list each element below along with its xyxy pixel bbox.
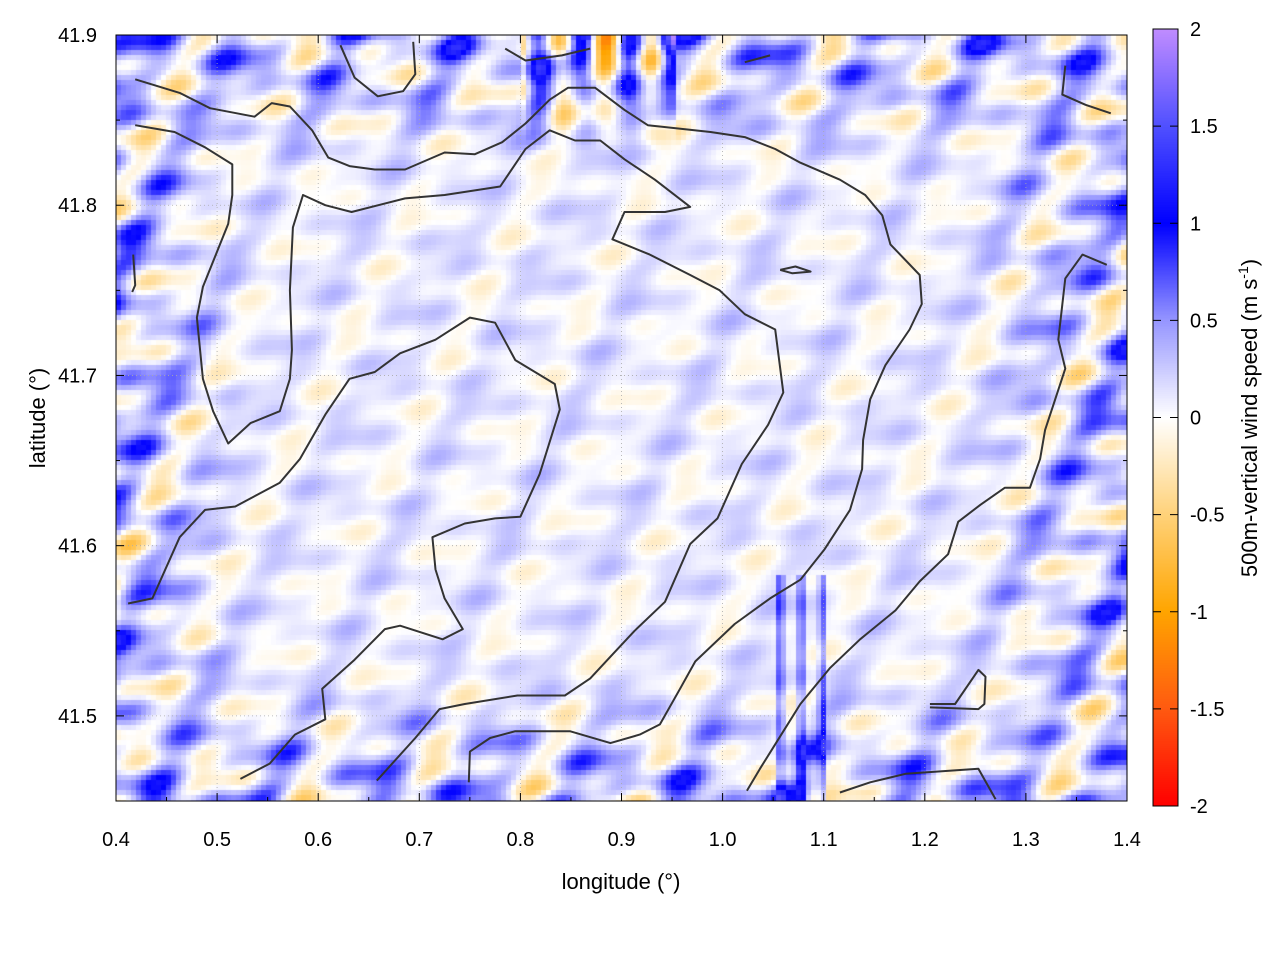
contour-lines — [127, 41, 1112, 800]
contour-line — [127, 316, 561, 780]
x-tick-label: 0.8 — [506, 829, 534, 851]
colorbar-tick-label: 0 — [1190, 408, 1201, 430]
colorbar-tick-label: 1 — [1190, 213, 1201, 235]
contour-line — [134, 78, 923, 783]
x-tick-label: 1.4 — [1113, 829, 1141, 851]
contour-line — [839, 767, 997, 800]
x-tick-label: 0.5 — [203, 829, 231, 851]
contour-line — [1061, 65, 1112, 115]
contour-line — [504, 47, 591, 62]
heatmap-field — [116, 35, 1127, 801]
contour-line — [746, 253, 1108, 792]
colorbar-tick-label: 1.5 — [1190, 116, 1218, 138]
y-axis-label: latitude (°) — [25, 368, 50, 469]
colorbar-tick-label: -0.5 — [1190, 505, 1224, 527]
colorbar-tick-label: -1 — [1190, 602, 1208, 624]
colorbar-ticks: 2 1.5 1 0.5 0 -0.5 -1 -1.5 -2 — [1153, 19, 1224, 818]
contour-line — [131, 254, 137, 293]
x-tick-label: 1.0 — [709, 829, 737, 851]
contour-line — [744, 54, 771, 64]
x-tick-label: 0.4 — [102, 829, 130, 851]
x-tick-label: 0.6 — [304, 829, 332, 851]
x-tick-label: 1.2 — [911, 829, 939, 851]
x-ticks: 0.4 0.5 0.6 0.7 0.8 0.9 1.0 1.1 1.2 1.3 1.4 — [102, 35, 1141, 851]
colorbar-tick-label: 0.5 — [1190, 310, 1218, 332]
colorbar-tick-label: -1.5 — [1190, 699, 1224, 721]
y-ticks: 41.5 41.6 41.7 41.8 41.9 — [58, 25, 1127, 802]
colorbar-tick-label: 2 — [1190, 19, 1201, 41]
y-tick-label: 41.6 — [58, 536, 97, 558]
y-tick-label: 41.9 — [58, 25, 97, 47]
x-tick-label: 1.3 — [1012, 829, 1040, 851]
x-tick-label: 1.1 — [810, 829, 838, 851]
contour-line — [929, 668, 987, 711]
contour-line — [339, 41, 417, 98]
colorbar-label: 500m-vertical wind speed (m s-1) — [1235, 259, 1262, 577]
colorbar-tick-label: -2 — [1190, 796, 1208, 818]
grid-lines — [115, 34, 1128, 801]
contour-line — [779, 265, 812, 275]
plot-frame — [115, 34, 1128, 802]
contour-line — [135, 124, 785, 782]
x-tick-label: 0.7 — [405, 829, 433, 851]
y-tick-label: 41.8 — [58, 195, 97, 217]
x-axis-label: longitude (°) — [562, 869, 681, 894]
y-tick-label: 41.7 — [58, 365, 97, 387]
x-tick-label: 0.9 — [608, 829, 636, 851]
y-tick-label: 41.5 — [58, 706, 97, 728]
